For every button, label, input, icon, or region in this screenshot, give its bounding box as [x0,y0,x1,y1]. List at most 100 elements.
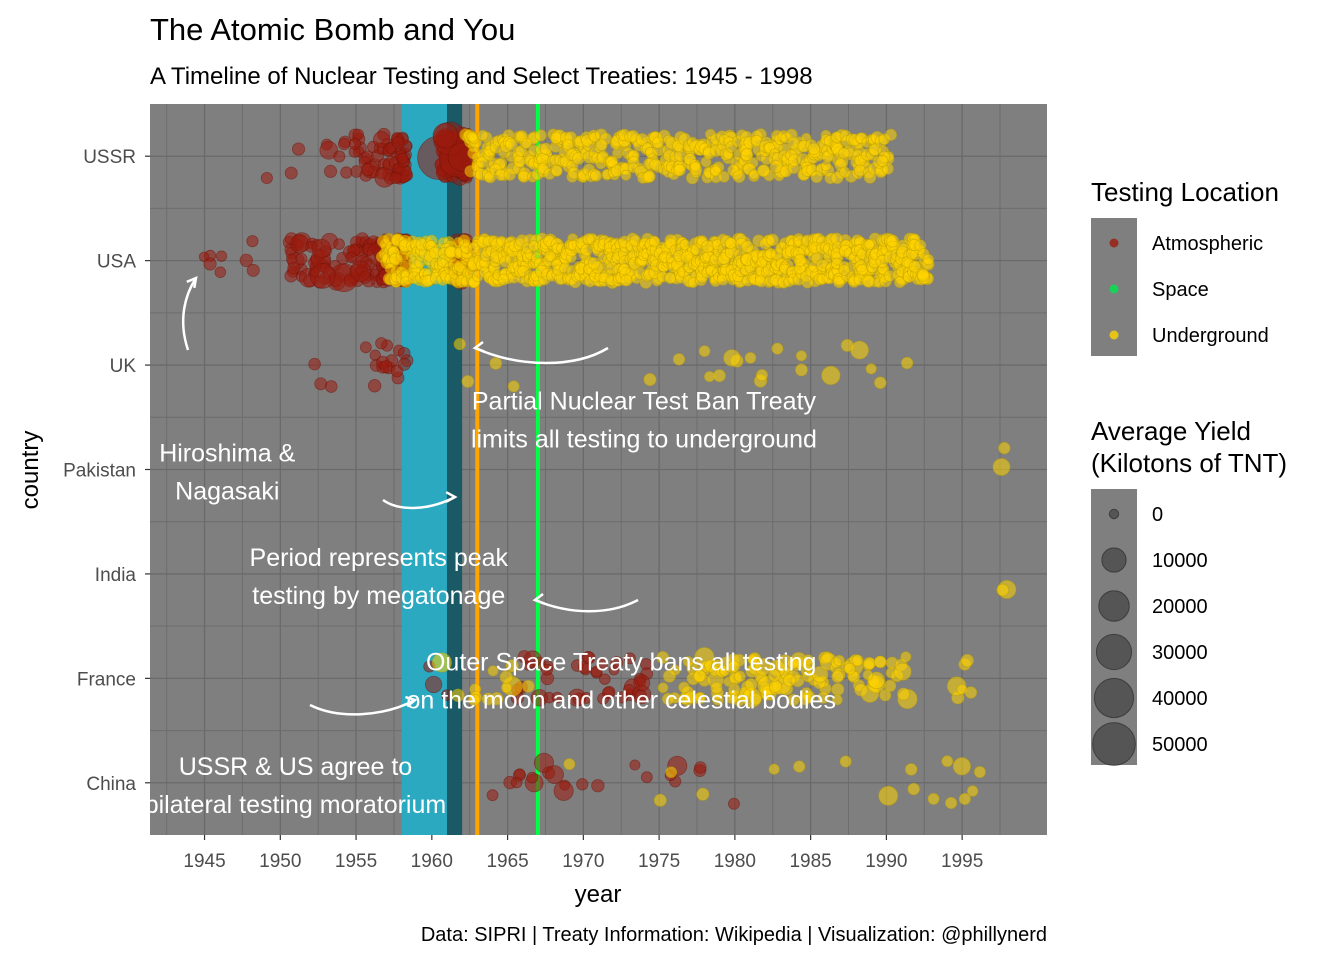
test-point [973,765,986,779]
annotation-text: on the moon and other celestial bodies [406,686,835,714]
test-point [802,658,816,672]
annotation-arrow [474,346,609,365]
test-point [580,692,593,704]
test-point [367,379,382,393]
test-point [662,669,677,683]
x-tick-label: 1955 [335,851,377,872]
test-point [553,780,574,801]
test-point [883,679,897,693]
test-point [693,669,707,683]
annotation-arrowhead [405,695,418,708]
test-point [629,759,641,771]
annotation-arrow [309,698,416,716]
test-point [246,235,259,248]
test-point [657,682,669,694]
test-point [878,785,899,806]
test-point [424,675,443,694]
test-point [504,137,518,151]
test-point [944,796,958,810]
test-point [996,583,1010,597]
legend-location-label: Atmospheric [1152,233,1263,255]
test-point [526,771,539,784]
test-point [309,263,336,289]
test-point [649,235,661,248]
test-point [203,257,217,271]
test-point [787,657,800,670]
legend-yield-key [1092,722,1136,766]
chart-caption: Data: SIPRI | Treaty Information: Wikipe… [421,924,1047,946]
test-point [582,233,595,246]
test-point [665,766,678,779]
annotation-arrowhead [472,341,485,353]
x-tick-label: 1980 [714,851,756,872]
test-point [863,239,875,251]
test-point [260,171,273,185]
test-point [451,688,465,702]
test-point [856,263,869,276]
test-point [486,789,499,802]
test-point [960,653,974,668]
test-point [359,341,372,354]
test-point [740,240,754,254]
test-point [551,165,563,177]
test-point [727,660,741,673]
test-points [198,121,1017,810]
y-axis-title: country [17,431,44,510]
annotation-text: USSR & US agree to [179,753,412,781]
x-tick-label: 1960 [411,851,453,872]
test-point [728,797,740,810]
test-point [391,136,405,150]
period-band [446,104,463,835]
test-point [656,651,670,664]
test-point [389,171,402,185]
test-point [545,765,564,784]
test-point [839,755,852,768]
test-point [696,787,710,801]
legend-yield-key [1098,590,1130,622]
test-point [900,651,912,663]
period-band [401,104,447,835]
test-point [893,276,906,289]
test-point [623,652,636,665]
test-point [643,170,656,183]
legend-yield-key [1108,508,1120,520]
test-point [375,337,388,350]
annotation-arrowhead [445,491,458,503]
legend-yield-key [1095,633,1133,671]
test-point [748,692,762,706]
test-point [862,669,874,681]
test-point [831,694,843,706]
test-point [514,768,526,780]
test-point [850,340,869,360]
test-point [467,131,479,143]
chart-title: The Atomic Bomb and You [150,12,515,47]
annotation-arrow [534,598,639,613]
y-tick-label: France [77,669,136,690]
test-point [689,161,702,173]
annotation-text: Nagasaki [175,478,279,506]
test-point [397,357,411,371]
test-point [563,758,576,771]
test-point [499,670,514,684]
x-axis-title: year [575,881,622,908]
test-point [907,782,920,796]
test-point [876,154,889,167]
legend-yield-label: 50000 [1152,734,1208,756]
test-point [873,655,887,669]
y-axis-ticks: USSR USA UK Pakistan India France China [63,147,150,795]
test-point [865,363,877,375]
test-point [811,665,829,683]
test-point [246,263,260,277]
y-tick-label: China [86,774,136,795]
legend-yield-label: 10000 [1152,550,1208,572]
test-point [755,368,769,382]
test-point [397,346,411,360]
test-point [505,659,519,673]
x-tick-label: 1970 [562,851,604,872]
test-point [952,757,972,776]
test-point [682,656,694,668]
test-point [710,681,723,694]
test-point [874,376,887,390]
test-point [795,350,807,362]
test-point [694,691,706,703]
